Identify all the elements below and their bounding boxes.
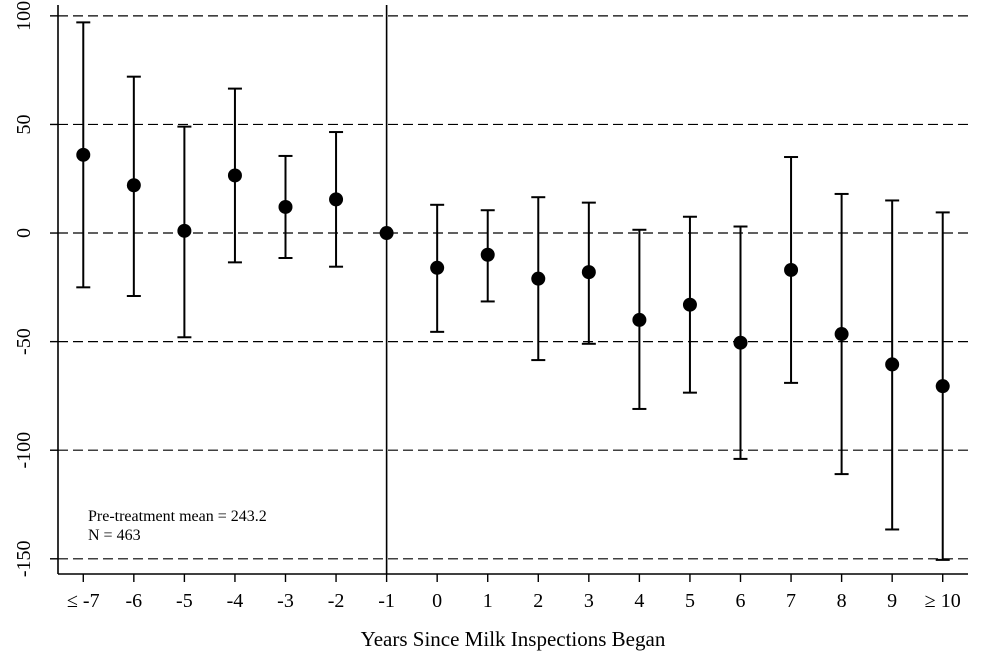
y-tick-label: 50 [13,114,35,134]
x-tick-label: 8 [837,590,847,612]
point-3 [227,168,242,183]
point-0 [76,147,91,162]
y-tick-label: -150 [13,540,35,577]
point-11 [632,312,647,327]
point-1 [126,178,141,193]
point-6 [379,226,394,241]
point-14 [784,262,799,277]
x-tick-label: 4 [634,590,644,612]
point-2 [177,223,192,238]
y-tick-label: -50 [13,328,35,355]
x-tick-label: 6 [736,590,746,612]
y-tick-label: -100 [13,432,35,469]
point-9 [531,271,546,286]
x-tick-label: 9 [887,590,897,612]
point-8 [480,247,495,262]
y-tick-label: 100 [13,1,35,31]
x-axis-title: Years Since Milk Inspections Began [361,627,666,651]
x-tick-label: -5 [176,590,193,612]
x-tick-label: 3 [584,590,594,612]
point-7 [430,260,445,275]
x-tick-label: -4 [227,590,244,612]
x-tick-label: -1 [378,590,395,612]
confidence-intervals [76,21,950,561]
x-tick-label: ≤ -7 [67,590,100,612]
x-tick-label: -3 [277,590,294,612]
point-5 [329,192,344,207]
coefficient-points [76,147,950,394]
y-tick-label: 0 [13,228,35,238]
x-tick-label: -2 [328,590,345,612]
x-tick-label: -6 [125,590,142,612]
axes [57,5,968,575]
point-13 [733,335,748,350]
x-tick-label: 5 [685,590,695,612]
point-17 [935,379,950,394]
x-axis-ticks: ≤ -7 -6 -5 -4 -3 -2 -1 0 1 2 3 4 5 6 7 8 9 ≥ 10 [67,574,961,612]
x-tick-label: 2 [533,590,543,612]
x-tick-label: 1 [483,590,493,612]
x-tick-label: ≥ 10 [925,590,961,612]
point-4 [278,199,293,214]
sample-size-note: N = 463 [88,527,141,544]
dashed-reference-lines [58,15,968,560]
point-10 [581,265,596,280]
point-12 [682,297,697,312]
point-16 [885,357,900,372]
point-15 [834,327,849,342]
x-tick-label: 0 [432,590,442,612]
x-tick-label: 7 [786,590,796,612]
pre-treatment-mean-note: Pre-treatment mean = 243.2 [88,508,267,525]
y-axis-ticks: 100 50 0 -50 -100 -150 [13,1,58,577]
